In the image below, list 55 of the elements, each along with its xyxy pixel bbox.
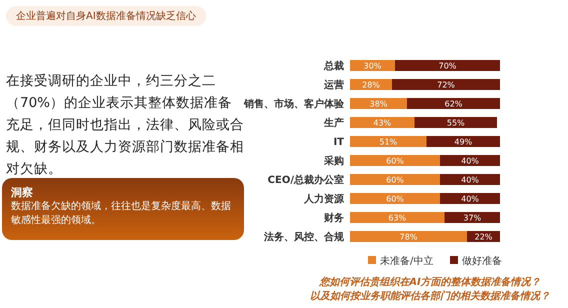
text: 您如何评估贵组织在AI方面的整体数据准备情况？ (318, 276, 541, 288)
data-label: 38% (370, 100, 388, 108)
y-tick-label: 人力资源 (303, 193, 345, 205)
data-label: 22% (474, 232, 493, 242)
data-label: 43% (373, 118, 392, 128)
data-label: 37% (463, 214, 482, 222)
bar (444, 212, 500, 223)
bar (350, 212, 444, 223)
y-tick-label: 采购 (323, 155, 344, 167)
text: 数据准备欠缺的领域，往往也是复杂度最高、数据敏感性最强的领域。 (11, 200, 232, 228)
data-label: 60% (386, 194, 404, 204)
bar (350, 174, 440, 185)
bar (440, 155, 500, 166)
data-label: 40% (461, 156, 480, 166)
data-label: 28% (362, 80, 380, 90)
bar (350, 231, 467, 242)
bar (440, 174, 500, 185)
data-label: 70% (438, 62, 457, 70)
text: 洞察 (11, 185, 34, 200)
y-tick-label: 法务、风控、合规 (263, 231, 345, 243)
bar (440, 193, 500, 204)
y-tick-label: 总裁 (323, 60, 344, 72)
bar (414, 117, 497, 128)
data-label: 78% (400, 232, 418, 242)
y-tick-label: 财务 (323, 212, 344, 224)
bar (350, 193, 440, 204)
bar (350, 155, 440, 166)
bar (350, 98, 407, 109)
data-label: 62% (444, 100, 463, 108)
legend-label: 未准备/中立 (380, 255, 434, 267)
bar (407, 98, 500, 109)
text: 以及如何按业务职能评估各部门的相关数据准备情况？ (310, 290, 550, 302)
data-label: 30% (364, 62, 382, 70)
text: 在接受调研的企业中，约三分之二（70%）的企业表示其整体数据准备充足，但同时也指出，法律、风险或合规、财务以及人力资源部门数据准备相对欠缺。 (6, 72, 244, 179)
bar (426, 136, 500, 147)
bar (395, 60, 500, 71)
data-label: 40% (461, 194, 480, 204)
y-tick-label: IT (333, 137, 344, 148)
bar (392, 79, 500, 90)
data-label: 63% (388, 214, 407, 222)
data-label: 60% (386, 156, 404, 166)
y-tick-label: CEO/总裁办公室 (268, 174, 344, 186)
y-tick-label: 运营 (323, 79, 344, 91)
y-tick-label: 销售、市场、客户体验 (243, 98, 345, 110)
text: 企业普遍对自身AI数据准备情况缺乏信心 (6, 6, 206, 26)
bar (350, 136, 426, 147)
data-label: 60% (386, 176, 404, 184)
data-label: 40% (461, 176, 480, 184)
data-label: 72% (437, 80, 456, 90)
y-tick-label: 生产 (323, 117, 344, 129)
data-label: 55% (446, 118, 466, 128)
data-label: 51% (379, 138, 398, 146)
legend-label: 做好准备 (462, 255, 502, 267)
data-label: 49% (454, 138, 473, 146)
bar (350, 117, 414, 128)
